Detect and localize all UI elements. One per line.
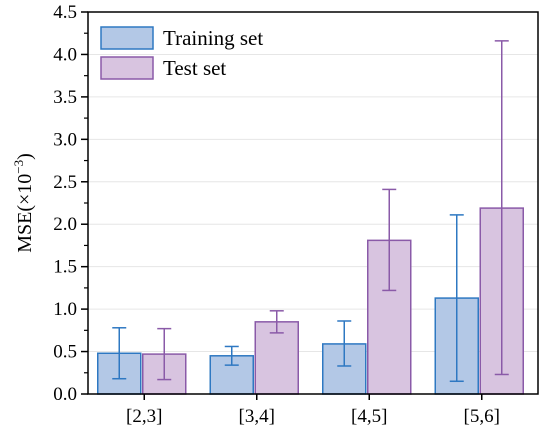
y-tick-label: 1.0 bbox=[53, 299, 77, 320]
legend-swatch bbox=[100, 26, 154, 50]
axis-ticks: 0.0 0.5 1.0 1.5 2.0 2.5 3.0 3.5 4.0 4.5 [2,3] [3,4]… bbox=[53, 2, 500, 427]
x-tick-label: [5,6] bbox=[464, 406, 500, 427]
y-tick-label: 0.5 bbox=[53, 342, 77, 363]
x-tick-label: [3,4] bbox=[239, 406, 275, 427]
y-tick-label: 1.5 bbox=[53, 257, 77, 278]
legend-label: Training set bbox=[163, 26, 263, 50]
y-tick-label: 4.0 bbox=[53, 44, 77, 65]
y-tick-label: 2.5 bbox=[53, 172, 77, 193]
y-tick-label: 3.5 bbox=[53, 87, 77, 108]
x-tick-label: [4,5] bbox=[351, 406, 387, 427]
y-tick-label: 0.0 bbox=[53, 384, 77, 405]
y-tick-label: 3.0 bbox=[53, 129, 77, 150]
legend: Training set Test set bbox=[100, 26, 263, 80]
y-tick-label: 4.5 bbox=[53, 2, 77, 23]
y-axis-label: MSE(×10−3) bbox=[11, 153, 36, 253]
error-bars bbox=[112, 40, 509, 383]
bars bbox=[97, 207, 524, 395]
legend-swatch bbox=[100, 56, 154, 80]
y-tick-label: 2.0 bbox=[53, 214, 77, 235]
grid-lines bbox=[88, 53, 538, 353]
legend-label: Test set bbox=[163, 56, 226, 80]
x-tick-label: [2,3] bbox=[126, 406, 162, 427]
